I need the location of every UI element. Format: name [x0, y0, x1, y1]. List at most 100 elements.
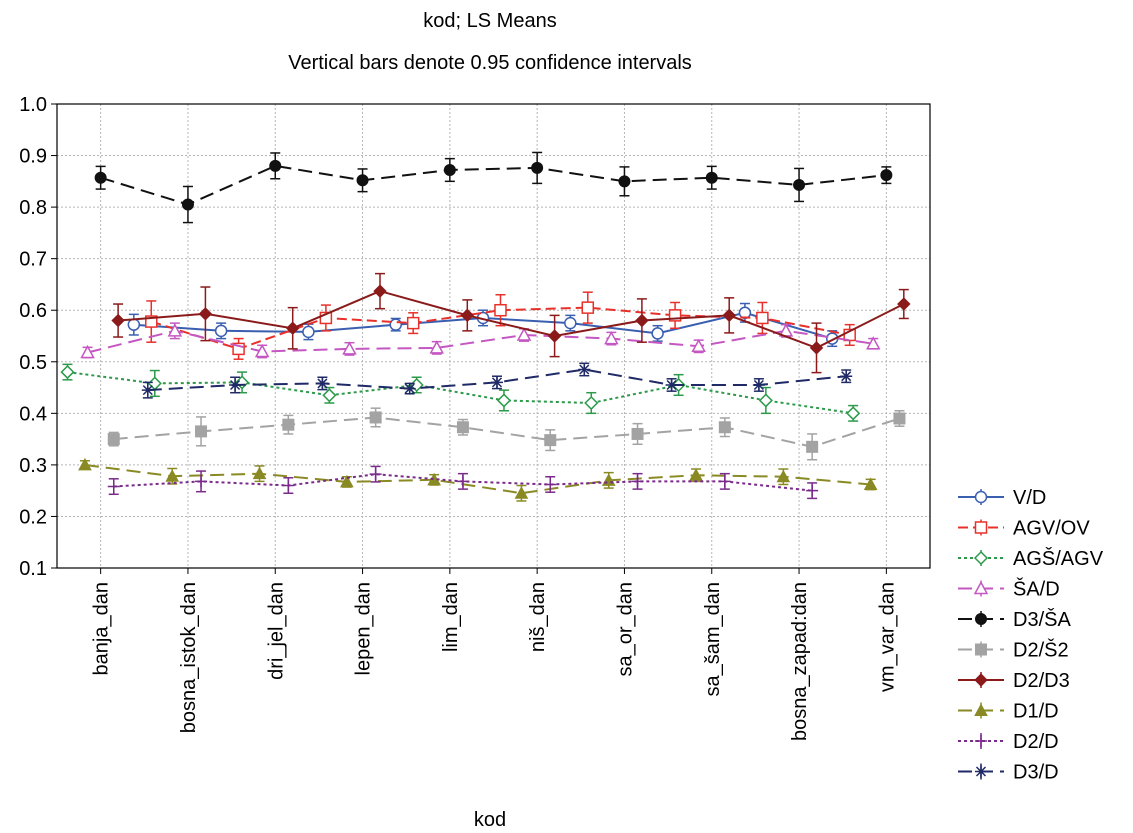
data-point	[195, 425, 208, 438]
data-point	[806, 484, 819, 497]
plot-frame	[56, 103, 931, 569]
data-point	[544, 478, 557, 491]
data-point	[339, 474, 354, 488]
data-point	[198, 307, 213, 321]
data-point	[809, 341, 824, 355]
legend-label: AGV/OV	[1013, 518, 1090, 540]
legend-label: D2/D	[1013, 731, 1059, 753]
data-point	[322, 388, 337, 403]
data-point	[756, 311, 769, 325]
y-tick-label: 1.0	[19, 94, 47, 116]
data-point	[793, 178, 806, 191]
data-point	[429, 340, 445, 354]
data-point	[578, 363, 591, 376]
data-point	[60, 365, 75, 380]
legend-marker	[974, 703, 988, 716]
data-point	[460, 308, 475, 323]
data-point	[443, 163, 456, 176]
data-point	[373, 284, 387, 298]
legend-item-8: D2/D	[958, 731, 1059, 753]
legend-marker	[975, 643, 987, 656]
data-point	[111, 313, 125, 328]
data-point	[631, 475, 644, 488]
data-point	[691, 338, 706, 353]
data-point	[80, 344, 95, 359]
data-point	[107, 480, 120, 493]
data-point	[78, 457, 92, 471]
data-point	[722, 308, 736, 323]
legend-marker	[975, 765, 987, 778]
data-point	[863, 477, 878, 490]
data-point	[893, 412, 906, 425]
legend-marker	[973, 580, 989, 595]
x-tick-label: vm_var_dan	[876, 582, 898, 692]
data-point	[269, 159, 282, 172]
data-point	[718, 421, 731, 434]
data-point	[547, 329, 562, 343]
x-axis-label: kod	[474, 809, 506, 831]
x-tick-label: banja_dan	[91, 582, 113, 675]
series-line	[118, 290, 905, 349]
x-tick-label: niš_dan	[527, 582, 549, 652]
legend-label: D3/D	[1013, 762, 1059, 784]
y-tick-label: 0.6	[19, 300, 47, 322]
legend-item-1: AGV/OV	[958, 518, 1090, 540]
legend-item-6: D2/D3	[958, 670, 1070, 692]
data-point	[286, 321, 300, 335]
legend-item-4: D3/ŠA	[958, 608, 1071, 631]
series-line	[100, 164, 887, 206]
data-point	[406, 316, 420, 330]
data-point	[316, 377, 329, 390]
data-point	[181, 198, 194, 211]
series-4	[94, 151, 893, 224]
legend-label: D3/ŠA	[1013, 608, 1071, 631]
data-point	[456, 421, 469, 434]
legend-item-2: AGŠ/AGV	[958, 547, 1104, 570]
data-point	[618, 175, 631, 188]
x-tick-label: sa_or_dan	[614, 582, 636, 677]
data-point	[254, 343, 270, 358]
legend-label: ŠA/D	[1013, 578, 1060, 601]
data-point	[232, 342, 245, 356]
y-tick-label: 0.3	[19, 455, 47, 477]
legend-item-9: D3/D	[958, 762, 1059, 784]
x-tick-label: bosna_zapad:dan	[789, 582, 811, 741]
data-point	[369, 468, 382, 481]
data-point	[718, 475, 731, 488]
data-point	[806, 440, 819, 453]
data-point	[141, 384, 154, 397]
legend-marker	[974, 521, 988, 534]
data-point	[604, 331, 619, 345]
data-point	[516, 327, 532, 341]
data-point	[107, 433, 120, 446]
legend-marker	[974, 490, 988, 504]
data-point	[531, 161, 544, 174]
data-point	[651, 327, 664, 340]
legend-marker	[974, 673, 988, 687]
y-tick-label: 0.7	[19, 249, 47, 271]
data-point	[584, 395, 599, 411]
series-8	[107, 465, 819, 500]
data-point	[752, 378, 765, 391]
y-tick-label: 0.8	[19, 197, 47, 219]
data-point	[282, 479, 295, 492]
data-point	[631, 427, 644, 440]
series-5	[107, 407, 906, 461]
data-point	[564, 316, 577, 330]
data-point	[514, 486, 529, 499]
data-point	[758, 393, 773, 408]
data-point	[581, 301, 595, 314]
x-tick-label: lepen_dan	[353, 582, 375, 675]
data-point	[167, 323, 183, 337]
chart-subtitle: Vertical bars denote 0.95 confidence int…	[288, 52, 692, 74]
x-tick-label: dri_jel_dan	[265, 582, 287, 680]
data-point	[127, 318, 141, 331]
y-tick-label: 0.5	[19, 352, 47, 374]
data-point	[456, 475, 469, 488]
data-point	[369, 411, 382, 424]
legend: V/D AGV/OV AGŠ/AGV ŠA/D D3/ŠA D2/Š2 D2/D3 D1/D D…	[958, 487, 1104, 784]
legend-label: D1/D	[1013, 701, 1059, 723]
data-point	[544, 434, 557, 447]
data-point	[865, 336, 881, 350]
